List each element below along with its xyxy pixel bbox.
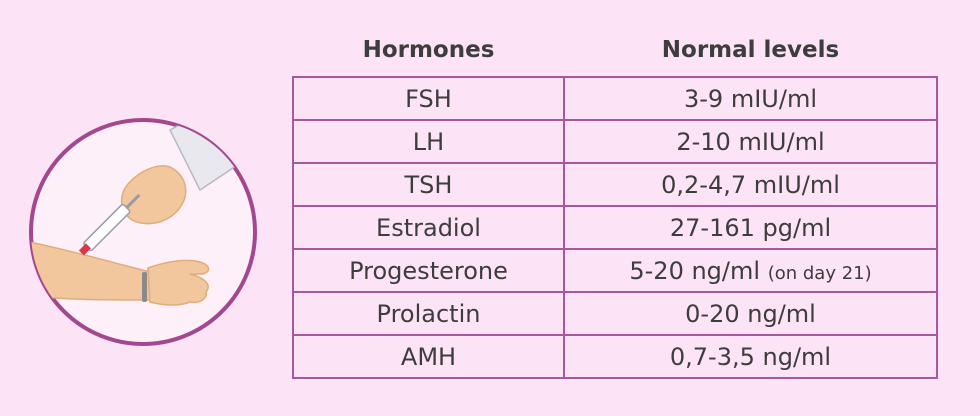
level-cell: 3-9 mIU/ml <box>563 76 938 121</box>
table-row: TSH 0,2-4,7 mIU/ml <box>292 162 938 207</box>
table-row: LH 2-10 mIU/ml <box>292 119 938 164</box>
hormone-cell: LH <box>292 119 565 164</box>
hormone-cell: TSH <box>292 162 565 207</box>
level-cell: 0,7-3,5 ng/ml <box>563 334 938 379</box>
level-note: (on day 21) <box>767 262 872 284</box>
level-text: 0-20 ng/ml <box>685 299 816 328</box>
level-text: 2-10 mIU/ml <box>676 127 825 156</box>
hormone-cell: Progesterone <box>292 248 565 293</box>
level-cell: 5-20 ng/ml (on day 21) <box>563 248 938 293</box>
level-text: 3-9 mIU/ml <box>684 84 817 113</box>
level-cell: 2-10 mIU/ml <box>563 119 938 164</box>
hormone-cell: FSH <box>292 76 565 121</box>
table-row: Progesterone 5-20 ng/ml (on day 21) <box>292 248 938 293</box>
table-body: FSH 3-9 mIU/ml LH 2-10 mIU/ml TSH 0,2-4,7 mIU… <box>292 76 938 379</box>
level-text: 0,7-3,5 ng/ml <box>669 342 832 371</box>
hormone-table: Hormones Normal levels FSH 3-9 mIU/ml LH 2-… <box>292 24 938 379</box>
column-header: Normal levels <box>661 37 840 63</box>
level-cell: 0,2-4,7 mIU/ml <box>563 162 938 207</box>
table-row: AMH 0,7-3,5 ng/ml <box>292 334 938 379</box>
column-header: Hormones <box>362 37 495 63</box>
table-row: FSH 3-9 mIU/ml <box>292 76 938 121</box>
level-cell: 0-20 ng/ml <box>563 291 938 336</box>
level-text: 5-20 ng/ml <box>629 256 761 285</box>
hormone-cell: Prolactin <box>292 291 565 336</box>
table-row: Estradiol 27-161 pg/ml <box>292 205 938 250</box>
table-row: Prolactin 0-20 ng/ml <box>292 291 938 336</box>
illustration <box>29 118 257 346</box>
header-row: Hormones Normal levels <box>293 24 937 77</box>
level-text: 0,2-4,7 mIU/ml <box>661 170 840 199</box>
level-cell: 27-161 pg/ml <box>563 205 938 250</box>
hormone-cell: Estradiol <box>292 205 565 250</box>
hormone-cell: AMH <box>292 334 565 379</box>
level-text: 27-161 pg/ml <box>669 213 832 242</box>
